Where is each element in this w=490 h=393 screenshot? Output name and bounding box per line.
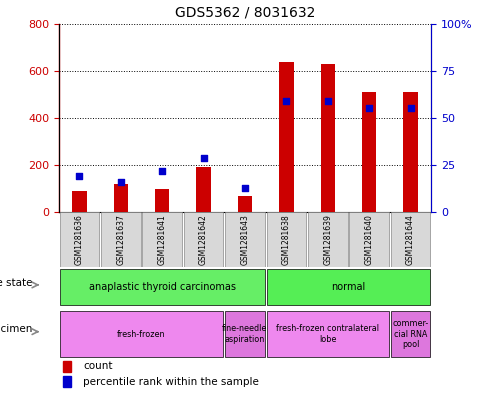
- FancyBboxPatch shape: [349, 212, 389, 267]
- Text: normal: normal: [331, 282, 366, 292]
- FancyBboxPatch shape: [267, 269, 430, 305]
- Text: specimen: specimen: [0, 324, 32, 334]
- Bar: [238, 196, 252, 212]
- Title: GDS5362 / 8031632: GDS5362 / 8031632: [175, 6, 315, 20]
- FancyBboxPatch shape: [225, 212, 265, 267]
- Point: [324, 98, 332, 104]
- Point: [117, 179, 125, 185]
- FancyBboxPatch shape: [391, 212, 430, 267]
- FancyBboxPatch shape: [60, 269, 265, 305]
- Bar: [403, 92, 418, 212]
- Text: GSM1281641: GSM1281641: [158, 214, 167, 265]
- Text: anaplastic thyroid carcinomas: anaplastic thyroid carcinomas: [89, 282, 236, 292]
- FancyBboxPatch shape: [60, 212, 99, 267]
- Bar: [63, 361, 71, 372]
- Text: percentile rank within the sample: percentile rank within the sample: [83, 377, 259, 387]
- FancyBboxPatch shape: [225, 311, 265, 357]
- FancyBboxPatch shape: [60, 311, 223, 357]
- Point: [75, 173, 83, 180]
- Bar: [320, 64, 335, 212]
- Text: commer-
cial RNA
pool: commer- cial RNA pool: [392, 319, 429, 349]
- Bar: [63, 376, 71, 387]
- Text: GSM1281636: GSM1281636: [75, 214, 84, 265]
- FancyBboxPatch shape: [101, 212, 141, 267]
- Text: GSM1281640: GSM1281640: [365, 214, 374, 265]
- Bar: [362, 92, 376, 212]
- Text: GSM1281638: GSM1281638: [282, 214, 291, 265]
- Text: disease state: disease state: [0, 278, 32, 288]
- Text: fresh-frozen: fresh-frozen: [117, 330, 166, 338]
- Point: [407, 105, 415, 112]
- FancyBboxPatch shape: [184, 212, 223, 267]
- Bar: [279, 62, 294, 212]
- Bar: [72, 191, 87, 212]
- Bar: [114, 184, 128, 212]
- Point: [282, 98, 290, 104]
- Bar: [196, 167, 211, 212]
- Text: GSM1281644: GSM1281644: [406, 214, 415, 265]
- Text: GSM1281643: GSM1281643: [241, 214, 249, 265]
- FancyBboxPatch shape: [267, 311, 389, 357]
- Text: GSM1281637: GSM1281637: [116, 214, 125, 265]
- FancyBboxPatch shape: [391, 311, 430, 357]
- Text: fine-needle
aspiration: fine-needle aspiration: [222, 324, 268, 344]
- Text: fresh-frozen contralateral
lobe: fresh-frozen contralateral lobe: [276, 324, 379, 344]
- Point: [365, 105, 373, 112]
- Point: [158, 167, 166, 174]
- Text: count: count: [83, 362, 113, 371]
- Point: [241, 185, 249, 191]
- Text: GSM1281639: GSM1281639: [323, 214, 332, 265]
- Bar: [155, 189, 170, 212]
- FancyBboxPatch shape: [267, 212, 306, 267]
- Text: GSM1281642: GSM1281642: [199, 214, 208, 265]
- FancyBboxPatch shape: [143, 212, 182, 267]
- Point: [200, 154, 208, 161]
- FancyBboxPatch shape: [308, 212, 347, 267]
